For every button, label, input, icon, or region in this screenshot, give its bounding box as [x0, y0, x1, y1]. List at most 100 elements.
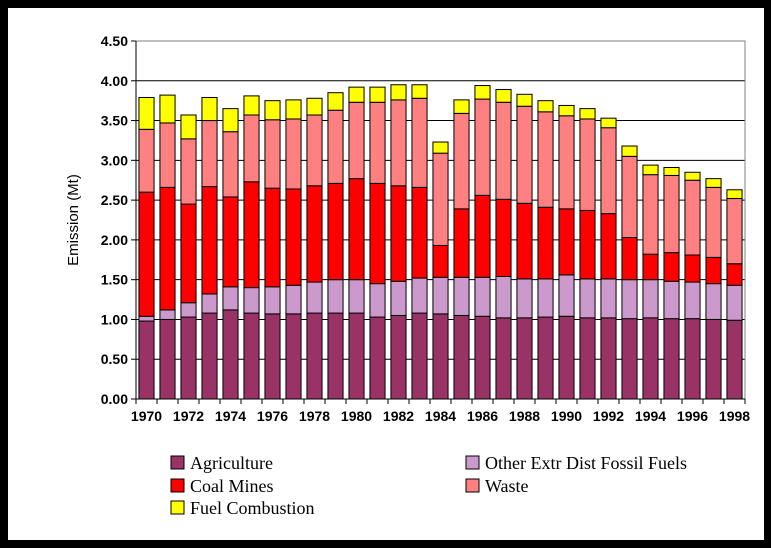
bar-segment — [726, 263, 743, 286]
bar-segment — [222, 196, 239, 288]
bar-segment — [642, 174, 659, 255]
bar-segment — [264, 313, 281, 400]
bar-segment — [285, 313, 302, 400]
bar-segment — [684, 171, 701, 181]
x-tick-label: 1992 — [593, 408, 624, 424]
bar-segment — [264, 119, 281, 189]
x-tick-label: 1978 — [299, 408, 330, 424]
bar-segment — [432, 152, 449, 246]
legend-label: Waste — [485, 476, 529, 496]
bar-segment — [621, 318, 638, 400]
legend-swatch — [465, 455, 480, 470]
bar-segment — [453, 99, 470, 114]
bar-segment — [495, 198, 512, 277]
bar-segment — [600, 127, 617, 215]
bar-segment — [306, 185, 323, 283]
bar-segment — [558, 274, 575, 317]
bar-segment — [684, 254, 701, 283]
bar-segment — [222, 309, 239, 400]
bar-segment — [642, 253, 659, 281]
x-tick-label: 1990 — [551, 408, 582, 424]
bar-segment — [579, 317, 596, 400]
bar-segment — [621, 155, 638, 239]
bar-segment — [201, 120, 218, 188]
x-tick-labels: 1970 1972 1974 1976 1978 1980 1982 1984 1986 1988… — [131, 408, 750, 424]
bar-segment — [432, 276, 449, 315]
bar-segment — [180, 302, 197, 318]
bar-segment — [684, 318, 701, 400]
bar-segment — [138, 191, 155, 317]
bar-segment — [621, 279, 638, 320]
bar-segment — [180, 316, 197, 400]
bar-segment — [390, 99, 407, 187]
x-tick-label: 1996 — [677, 408, 708, 424]
bar-segment — [579, 209, 596, 280]
bar-segment — [180, 138, 197, 205]
bar-segment — [327, 92, 344, 111]
bar-segment — [222, 108, 239, 133]
bar-segment — [621, 237, 638, 281]
y-tick-label: 0.00 — [101, 391, 128, 407]
bar-segment — [390, 84, 407, 101]
bar-segment — [243, 95, 260, 116]
bar-segment — [642, 279, 659, 319]
bar-segment — [285, 118, 302, 190]
bar-segment — [621, 145, 638, 157]
bar-segment — [159, 318, 176, 400]
bar-segment — [369, 101, 386, 184]
x-tick-label: 1970 — [131, 408, 162, 424]
bar-segment — [348, 279, 365, 314]
bar-segment — [180, 114, 197, 140]
bar-segment — [432, 141, 449, 154]
bar-segment — [327, 182, 344, 281]
x-tick-label: 1986 — [467, 408, 498, 424]
y-tick-label: 1.00 — [101, 311, 128, 327]
bar-segment — [138, 320, 155, 400]
legend-swatch — [170, 478, 185, 493]
bar-segment — [663, 252, 680, 282]
bar-segment — [474, 85, 491, 100]
axes — [131, 40, 746, 404]
x-tick-label: 1982 — [383, 408, 414, 424]
bar-segment — [243, 287, 260, 314]
bar-segment — [684, 179, 701, 256]
bar-segment — [285, 188, 302, 286]
y-tick-label: 3.00 — [101, 152, 128, 168]
bar-segment — [453, 276, 470, 316]
y-tick-label: 0.50 — [101, 351, 128, 367]
legend-label: Coal Mines — [190, 476, 274, 496]
bar-segment — [663, 280, 680, 320]
bar-segment — [432, 313, 449, 400]
x-tick-label: 1984 — [425, 408, 456, 424]
bar-segment — [558, 104, 575, 117]
y-axis-title: Emission (Mt) — [65, 174, 82, 266]
bar-segment — [348, 312, 365, 400]
bar-segment — [474, 98, 491, 196]
y-tick-label: 2.00 — [101, 232, 128, 248]
bar-segment — [222, 131, 239, 198]
bar-segment — [705, 283, 722, 320]
bar-segment — [159, 186, 176, 311]
bar-segment — [243, 312, 260, 400]
bar-segment — [243, 114, 260, 183]
bar-segment — [369, 283, 386, 318]
bar-segment — [600, 317, 617, 400]
bar-segment — [306, 312, 323, 400]
chart-frame: 0.00 0.50 1.00 1.50 2.00 2.50 3.00 3.50 4.00 4.50… — [8, 8, 764, 540]
bar-segment — [201, 312, 218, 400]
bar-segment — [390, 185, 407, 282]
bar-segment — [516, 202, 533, 280]
bar-segment — [579, 108, 596, 120]
x-tick-label: 1988 — [509, 408, 540, 424]
x-tick-label: 1976 — [257, 408, 288, 424]
bar-segment — [663, 166, 680, 176]
bar-segment — [684, 281, 701, 320]
bar-segment — [222, 286, 239, 311]
bar-segment — [495, 275, 512, 319]
bar-segment — [474, 315, 491, 400]
bar-segment — [411, 186, 428, 279]
x-tick-label: 1972 — [173, 408, 204, 424]
bar-segment — [432, 244, 449, 278]
bar-segment — [537, 316, 554, 400]
bar-segment — [516, 93, 533, 107]
